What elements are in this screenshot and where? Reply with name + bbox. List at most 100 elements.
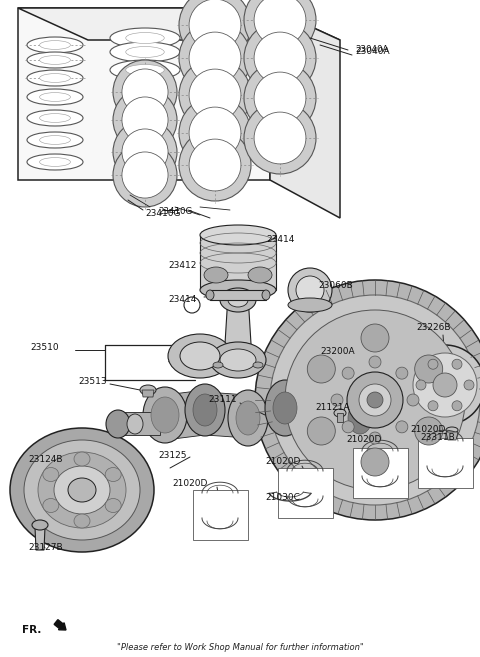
Ellipse shape	[189, 32, 241, 84]
Ellipse shape	[39, 74, 71, 82]
Text: FR.: FR.	[22, 625, 41, 635]
Text: 21020D: 21020D	[172, 478, 207, 487]
Text: 21020D: 21020D	[346, 436, 382, 445]
Ellipse shape	[179, 59, 251, 131]
Text: 23124B: 23124B	[28, 455, 62, 464]
Text: 23125: 23125	[158, 451, 187, 459]
Ellipse shape	[206, 290, 214, 300]
Ellipse shape	[220, 349, 256, 371]
Ellipse shape	[373, 394, 417, 458]
Ellipse shape	[220, 288, 256, 312]
Ellipse shape	[126, 47, 164, 58]
Ellipse shape	[369, 432, 381, 444]
Ellipse shape	[126, 32, 164, 43]
Ellipse shape	[228, 390, 268, 446]
Ellipse shape	[24, 440, 140, 540]
Polygon shape	[142, 390, 154, 397]
FancyArrow shape	[54, 620, 66, 630]
Ellipse shape	[189, 139, 241, 191]
Polygon shape	[205, 392, 248, 438]
Ellipse shape	[122, 69, 168, 115]
Ellipse shape	[27, 110, 83, 126]
Ellipse shape	[74, 514, 90, 528]
Ellipse shape	[43, 499, 59, 512]
Text: 23040A: 23040A	[355, 45, 388, 55]
Ellipse shape	[254, 0, 306, 46]
Text: 23040A: 23040A	[355, 47, 390, 57]
Polygon shape	[285, 388, 325, 435]
Text: 23410G: 23410G	[145, 210, 181, 219]
Ellipse shape	[347, 372, 403, 428]
Polygon shape	[270, 8, 340, 218]
Ellipse shape	[348, 402, 372, 434]
Ellipse shape	[452, 359, 462, 369]
Ellipse shape	[179, 129, 251, 201]
Ellipse shape	[179, 0, 251, 61]
Ellipse shape	[210, 342, 266, 378]
Ellipse shape	[361, 324, 389, 352]
Ellipse shape	[307, 417, 336, 445]
Text: 23414: 23414	[168, 296, 196, 304]
Text: 23513: 23513	[78, 378, 107, 386]
Ellipse shape	[127, 414, 143, 434]
Ellipse shape	[381, 406, 409, 446]
Ellipse shape	[255, 280, 480, 520]
Bar	[278, 468, 333, 518]
Ellipse shape	[74, 452, 90, 466]
Ellipse shape	[254, 112, 306, 164]
Ellipse shape	[168, 334, 232, 378]
Bar	[353, 448, 408, 498]
Ellipse shape	[189, 69, 241, 121]
Ellipse shape	[113, 120, 177, 184]
Polygon shape	[35, 527, 45, 550]
Ellipse shape	[464, 380, 474, 390]
Text: 23410G: 23410G	[158, 208, 192, 217]
Ellipse shape	[340, 392, 380, 444]
Ellipse shape	[428, 401, 438, 411]
Ellipse shape	[39, 93, 71, 101]
Ellipse shape	[405, 345, 480, 425]
Text: 21030C: 21030C	[265, 493, 300, 503]
Ellipse shape	[38, 452, 126, 528]
Ellipse shape	[369, 356, 381, 368]
Ellipse shape	[342, 421, 354, 433]
Ellipse shape	[416, 380, 426, 390]
Ellipse shape	[244, 62, 316, 134]
Text: 23127B: 23127B	[28, 543, 62, 553]
Polygon shape	[224, 295, 252, 360]
Ellipse shape	[27, 37, 83, 53]
Polygon shape	[18, 8, 270, 180]
Ellipse shape	[228, 293, 248, 307]
Ellipse shape	[415, 355, 443, 383]
Ellipse shape	[433, 373, 457, 397]
Ellipse shape	[32, 520, 48, 530]
Ellipse shape	[39, 56, 71, 64]
Ellipse shape	[273, 392, 297, 424]
Text: 23414: 23414	[266, 235, 294, 244]
Ellipse shape	[334, 409, 346, 417]
Ellipse shape	[296, 276, 324, 304]
Text: 23060B: 23060B	[318, 281, 353, 290]
Ellipse shape	[113, 60, 177, 124]
Ellipse shape	[244, 0, 316, 56]
Ellipse shape	[396, 421, 408, 433]
Ellipse shape	[27, 70, 83, 86]
Ellipse shape	[254, 32, 306, 84]
Ellipse shape	[236, 401, 260, 435]
Ellipse shape	[27, 132, 83, 148]
Polygon shape	[325, 395, 360, 445]
Ellipse shape	[39, 114, 71, 122]
Ellipse shape	[39, 41, 71, 49]
Ellipse shape	[359, 384, 391, 416]
Ellipse shape	[270, 295, 480, 505]
Ellipse shape	[106, 410, 130, 438]
Polygon shape	[446, 432, 458, 440]
Ellipse shape	[265, 380, 305, 436]
Ellipse shape	[361, 448, 389, 476]
Ellipse shape	[253, 362, 263, 368]
Text: 23226B: 23226B	[416, 323, 451, 332]
Ellipse shape	[285, 310, 465, 490]
Ellipse shape	[313, 399, 337, 433]
Ellipse shape	[185, 384, 225, 436]
Ellipse shape	[110, 28, 180, 48]
